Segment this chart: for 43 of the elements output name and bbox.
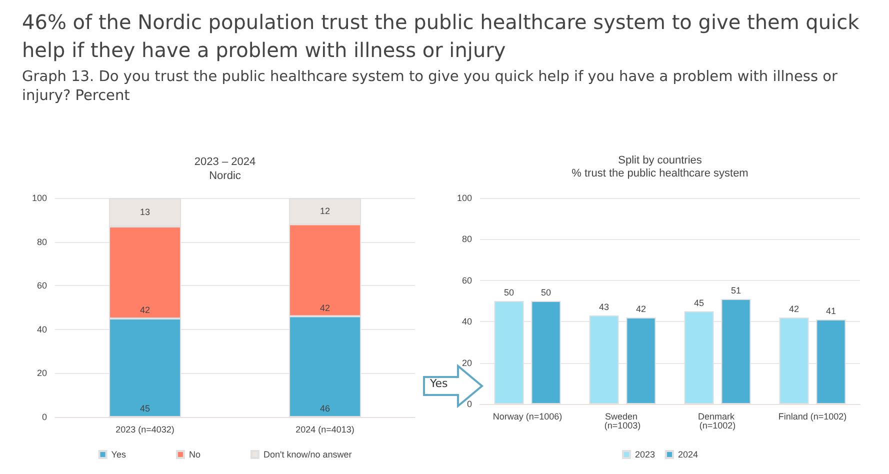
data-label: 43: [599, 302, 610, 312]
y-tick-label: 0: [466, 399, 472, 409]
data-label: 42: [320, 302, 330, 313]
data-label: 45: [140, 404, 150, 414]
legend-label: 2023: [634, 450, 656, 460]
y-tick-label: 20: [36, 368, 47, 378]
x-tick-label: 2023 (n=4032): [116, 424, 174, 434]
y-tick-label: 60: [462, 275, 472, 286]
chart-subtitle: % trust the public healthcare system: [572, 168, 748, 180]
legend-label: No: [188, 450, 200, 460]
x-tick-label: 2024 (n=4013): [296, 424, 354, 434]
data-label: 13: [140, 207, 150, 218]
data-label: 42: [636, 304, 646, 314]
y-tick-label: 100: [32, 193, 47, 203]
chart-title: 46% of the Nordic population trust the public healthcare system to give them quick help if they have a problem with illness or injury: [22, 9, 860, 64]
y-tick-label: 60: [36, 280, 47, 291]
x-tick-label: Norway (n=1006): [492, 412, 562, 422]
text: Nordic: [209, 170, 242, 182]
data-label: 41: [826, 306, 836, 316]
chart-title: Split by countries: [618, 154, 702, 166]
text: 2023 – 2024: [194, 156, 256, 168]
data-label: 42: [789, 304, 800, 314]
y-tick-label: 20: [462, 358, 472, 368]
data-label: 12: [320, 206, 330, 216]
data-label: 50: [504, 288, 514, 298]
y-tick-label: 80: [462, 234, 472, 244]
data-label: 46: [320, 404, 330, 414]
data-label: 45: [694, 298, 704, 308]
data-label: 42: [140, 304, 150, 315]
data-label: 50: [540, 288, 551, 298]
legend-label: Don't know/no answer: [263, 450, 352, 460]
y-tick-label: 0: [42, 412, 47, 422]
y-tick-label: 80: [36, 236, 47, 247]
legend-label: Yes: [111, 450, 126, 460]
x-tick-label: Finland (n=1002): [778, 412, 847, 422]
y-tick-label: 40: [462, 316, 472, 327]
data-label: 51: [730, 285, 741, 296]
legend-label: 2024: [678, 450, 698, 460]
y-tick-label: 40: [36, 324, 47, 334]
chart-subtitle: Graph 13. Do you trust the public healthcare system to give you quick help if you have a problem with illness or injury? Percent: [22, 68, 838, 106]
y-tick-label: 100: [456, 193, 472, 203]
x-tick-label: Sweden (n=1003): [604, 412, 641, 430]
x-tick-label: Denmark (n=1002): [698, 412, 738, 430]
